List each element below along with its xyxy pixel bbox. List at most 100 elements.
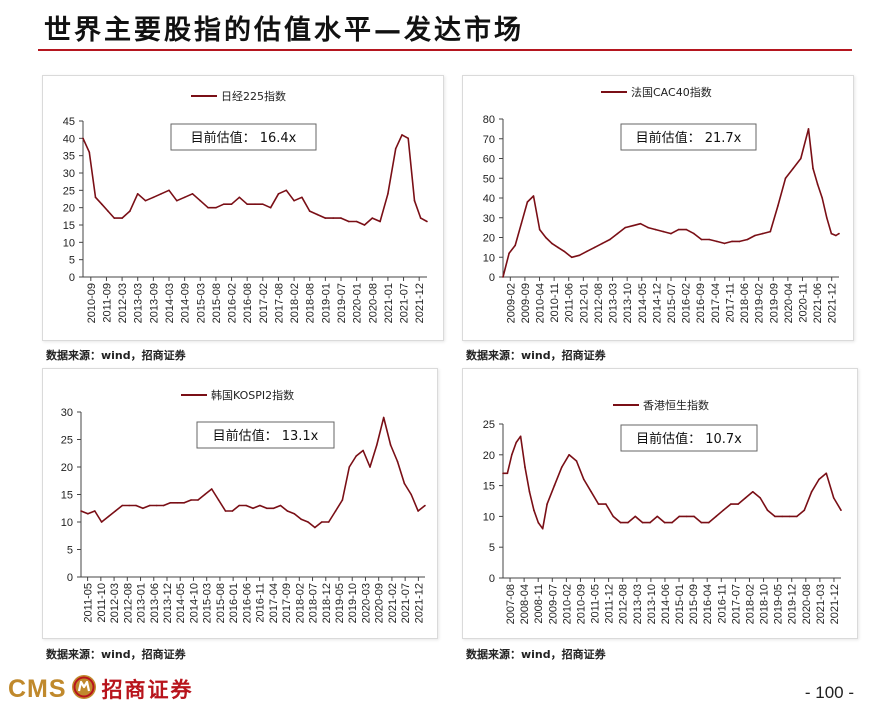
data-point: [403, 482, 406, 485]
x-tick-label: 2020-11: [797, 283, 809, 323]
data-point: [654, 228, 657, 231]
x-tick-label: 2021-06: [812, 283, 824, 323]
data-point: [379, 220, 381, 223]
y-tick-label: 25: [61, 435, 73, 447]
data-point: [183, 196, 186, 199]
data-point: [152, 196, 155, 199]
data-point: [583, 478, 585, 481]
data-point: [792, 167, 794, 170]
data-point: [316, 213, 319, 216]
x-tick-label: 2017-08: [273, 283, 285, 323]
x-tick-label: 2009-07: [547, 584, 559, 624]
current-value-text: 目前估值： 21.7x: [636, 130, 742, 146]
y-tick-label: 50: [483, 173, 495, 185]
x-tick-label: 2020-03: [360, 583, 372, 623]
data-point: [715, 515, 717, 518]
x-tick-label: 2010-09: [575, 584, 587, 624]
x-tick-label: 2019-02: [754, 283, 766, 323]
data-point: [759, 497, 761, 499]
data-point: [396, 460, 399, 463]
x-tick-label: 2019-01: [320, 283, 332, 323]
data-point: [121, 217, 123, 219]
x-tick-label: 2019-05: [773, 584, 785, 624]
data-point: [693, 515, 695, 518]
title-rule: [38, 49, 852, 51]
x-tick-label: 2015-09: [688, 584, 700, 624]
data-point: [624, 226, 626, 229]
data-point: [87, 513, 89, 515]
data-point: [162, 504, 165, 507]
series-line: [502, 128, 840, 278]
data-point: [586, 250, 588, 253]
y-tick-label: 0: [69, 272, 75, 284]
y-tick-label: 40: [63, 133, 75, 145]
data-point: [279, 504, 282, 507]
data-point: [826, 217, 828, 219]
data-point: [649, 521, 651, 524]
data-point: [334, 510, 337, 512]
data-point: [578, 254, 581, 257]
data-point: [230, 203, 233, 205]
data-point: [796, 515, 798, 518]
data-point: [169, 502, 172, 504]
data-point: [838, 232, 840, 235]
data-point: [348, 220, 350, 223]
data-point: [407, 137, 410, 140]
data-point: [204, 493, 206, 496]
data-point: [678, 515, 681, 518]
y-tick-label: 15: [483, 481, 495, 493]
y-tick-label: 5: [67, 545, 73, 557]
data-point: [832, 497, 835, 499]
data-point: [835, 234, 837, 237]
data-point: [752, 491, 754, 493]
data-point: [160, 193, 162, 195]
x-tick-label: 2017-02: [258, 283, 270, 323]
chart-source-cac40: 数据来源：wind，招商证券: [466, 349, 606, 362]
data-point: [656, 515, 659, 518]
x-tick-label: 2020-01: [352, 283, 364, 323]
data-point: [376, 444, 378, 446]
x-tick-label: 2021-03: [815, 584, 827, 624]
data-point: [417, 510, 419, 512]
data-point: [394, 147, 397, 150]
data-point: [207, 206, 209, 209]
x-tick-label: 2008-11: [533, 584, 545, 624]
data-point: [222, 203, 225, 205]
data-point: [129, 210, 131, 212]
x-tick-label: 2013-01: [136, 583, 148, 623]
data-point: [761, 232, 764, 235]
data-point: [82, 137, 84, 140]
data-point: [293, 513, 296, 515]
x-tick-label: 2019-12: [787, 584, 799, 624]
data-point: [716, 240, 718, 243]
data-point: [627, 521, 629, 524]
data-point: [341, 499, 344, 501]
x-tick-label: 2015-08: [215, 583, 227, 623]
data-point: [515, 441, 517, 444]
data-point: [818, 478, 820, 481]
x-tick-label: 2011-10: [96, 583, 108, 623]
x-tick-label: 2016-04: [702, 584, 714, 624]
data-point: [575, 460, 578, 462]
x-tick-label: 2014-09: [180, 283, 192, 323]
data-point: [88, 151, 91, 153]
data-point: [520, 222, 523, 225]
data-point: [612, 515, 614, 518]
x-tick-label: 2009-02: [505, 283, 517, 323]
data-point: [746, 238, 749, 241]
data-point: [285, 189, 288, 192]
x-tick-label: 2016-02: [227, 283, 239, 323]
x-tick-label: 2019-09: [768, 283, 780, 323]
y-tick-label: 10: [483, 511, 495, 523]
x-tick-label: 2018-12: [321, 583, 333, 623]
x-tick-label: 2012-03: [109, 583, 121, 623]
data-point: [840, 509, 842, 511]
data-point: [537, 521, 540, 524]
x-tick-label: 2017-09: [281, 583, 293, 623]
x-tick-label: 2015-08: [211, 283, 223, 323]
data-point: [107, 210, 109, 212]
x-tick-label: 2021-07: [399, 283, 411, 323]
data-point: [121, 504, 124, 507]
data-point: [369, 466, 371, 468]
